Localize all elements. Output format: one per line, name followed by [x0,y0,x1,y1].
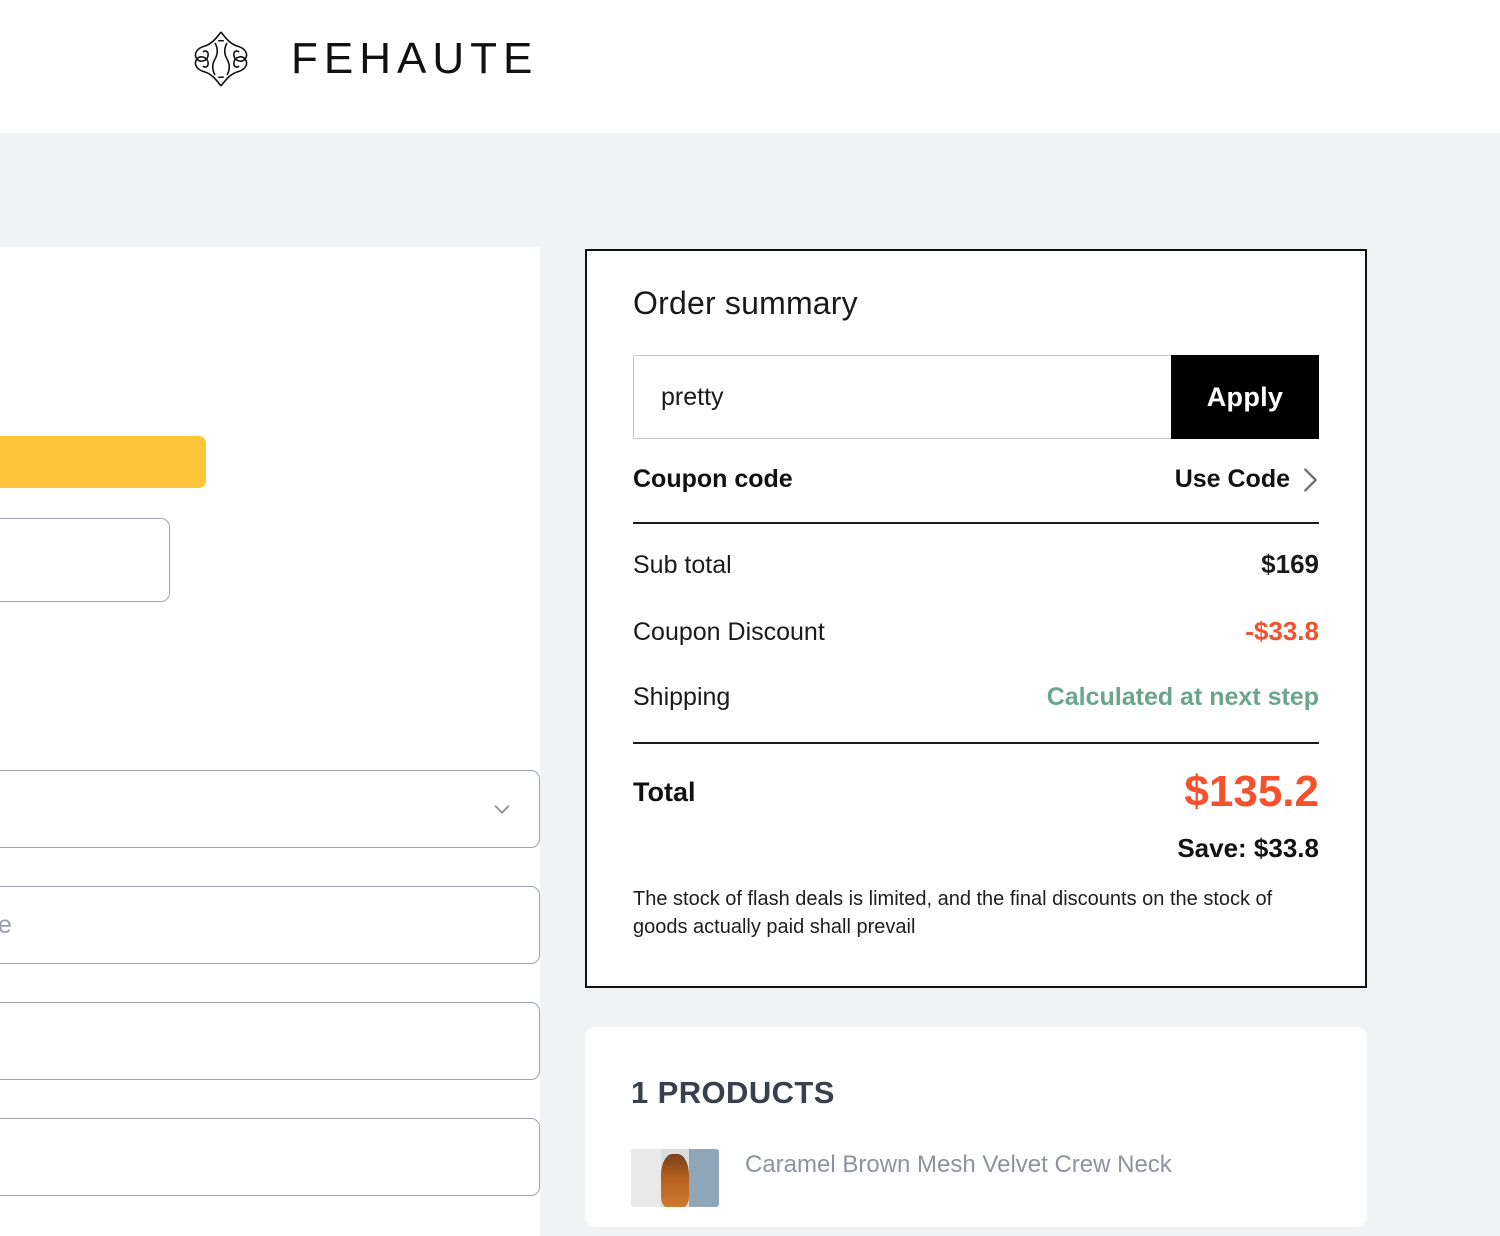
city-input[interactable] [0,1118,540,1196]
brand-logo[interactable]: FEHAUTE [185,26,538,92]
subtotal-row: Sub total $169 [633,549,1319,580]
flash-deal-disclaimer: The stock of flash deals is limited, and… [633,888,1273,939]
products-count-title: 1 PRODUCTS [631,1075,835,1110]
coupon-discount-value: -$33.8 [1245,616,1319,646]
products-card: 1 PRODUCTS Caramel Brown Mesh Velvet Cre… [585,1027,1367,1227]
grand-total-row: Total $135.2 [633,770,1319,814]
ornate-monogram-icon [194,31,248,87]
shipping-label: Shipping [633,683,731,711]
last-name-input[interactable]: ast name [0,886,540,964]
grand-total-label: Total [633,776,696,807]
continue-button[interactable] [0,436,206,488]
use-code-label: Use Code [1174,465,1290,493]
address-input[interactable] [0,1002,540,1080]
coupon-discount-row: Coupon Discount -$33.8 [633,616,1319,647]
order-summary-card: Order summary Apply Coupon code Use Code… [585,249,1367,988]
savings-text: Save: $33.8 [1177,833,1319,863]
thumbnail-figure [660,1153,690,1207]
product-thumbnail[interactable] [631,1149,719,1207]
chevron-down-icon [494,805,510,814]
summary-divider-top [633,522,1319,524]
use-code-link[interactable]: Use Code [1175,465,1319,494]
site-header: FEHAUTE [0,0,1500,133]
brand-name: FEHAUTE [291,34,539,83]
grand-total-value: $135.2 [1184,767,1319,816]
thumbnail-bg-left [631,1149,661,1207]
verification-code-box[interactable] [0,518,170,602]
apply-coupon-button[interactable]: Apply [1171,355,1319,439]
summary-divider-bottom [633,742,1319,744]
coupon-input[interactable] [633,355,1171,439]
checkout-form-panel: l Address ast name [0,247,540,1236]
shipping-row: Shipping Calculated at next step [633,683,1319,712]
coupon-entry-row: Apply [633,355,1319,439]
country-select[interactable] [0,770,540,848]
summary-totals: Sub total $169 Coupon Discount -$33.8 Sh… [633,524,1319,712]
subtotal-value: $169 [1261,549,1319,579]
shipping-value: Calculated at next step [1046,683,1319,711]
last-name-placeholder: ast name [0,910,12,939]
list-item[interactable]: Caramel Brown Mesh Velvet Crew Neck [631,1149,1321,1207]
country-select-row: ast name [0,770,540,1196]
chevron-right-icon [1304,467,1317,492]
product-name: Caramel Brown Mesh Velvet Crew Neck [745,1151,1172,1178]
thumbnail-bg-right [689,1149,719,1207]
order-summary-title: Order summary [633,285,858,321]
subtotal-label: Sub total [633,551,732,579]
email-address-label: l Address [0,395,498,419]
coupon-discount-label: Coupon Discount [633,618,825,646]
coupon-code-label: Coupon code [633,465,793,493]
coupon-code-row: Coupon code Use Code [633,465,1319,522]
